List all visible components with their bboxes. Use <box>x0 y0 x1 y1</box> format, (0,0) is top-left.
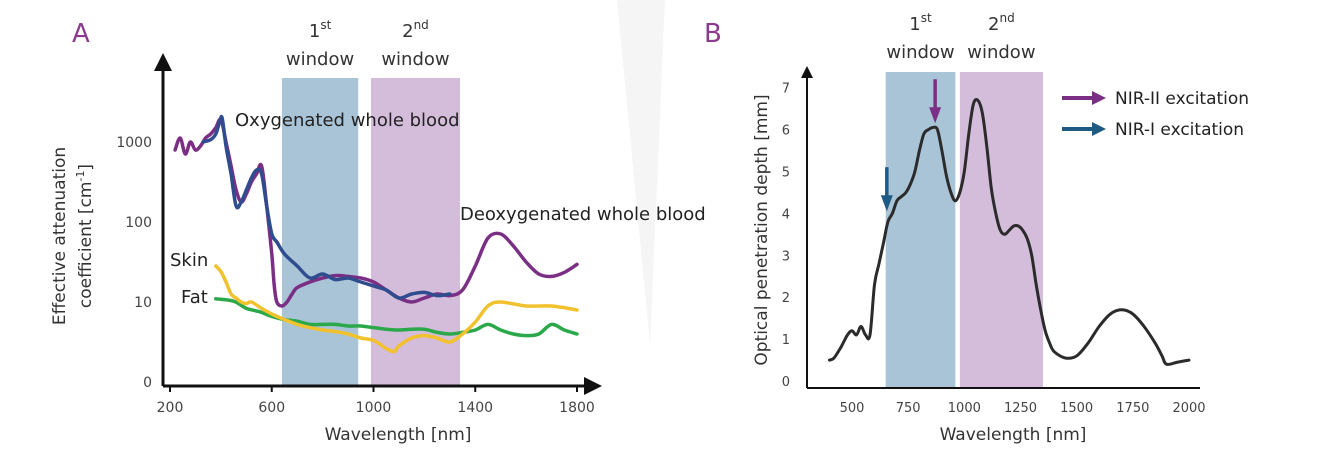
panel-a-y-tick-label: 10 <box>134 295 152 311</box>
panel-b-window-1-number: 1st <box>909 11 932 35</box>
panel-b-y-tick-label: 5 <box>782 166 790 181</box>
panel-b-x-tick-label: 1250 <box>1004 401 1037 416</box>
panel-a-window-2-number: 2nd <box>402 18 429 42</box>
panel-a-x-tick-label: 1000 <box>356 400 392 416</box>
panel-b-y-tick-label: 1 <box>782 333 790 348</box>
panel-a-y-tick-label: 0 <box>143 375 152 391</box>
annotation-skin: Skin <box>170 250 208 271</box>
panel-a-window-2-label: window <box>381 49 449 70</box>
legend-label-2: NIR-I excitation <box>1115 120 1244 140</box>
panel-a: A 1st window 2nd window 200 600 1000 1400 1800 0… <box>50 18 706 445</box>
panel-a-window-1-number: 1st <box>309 18 332 42</box>
panel-a-x-tick-label: 1800 <box>559 400 595 416</box>
legend-arrow-head-1 <box>1092 91 1106 105</box>
panel-a-series <box>173 114 579 354</box>
panel-b-x-title: Wavelength [nm] <box>940 425 1087 445</box>
panel-a-y-tick-label: 100 <box>125 215 152 231</box>
panel-a-windows: 1st window 2nd window <box>281 18 460 386</box>
panel-b-arrow-head-2 <box>880 195 893 212</box>
panel-a-x-tick-label: 600 <box>258 400 285 416</box>
panel-a-y-tick-label: 1000 <box>116 135 152 151</box>
panel-b-letter: B <box>704 19 722 49</box>
panel-b-y-tick-label: 2 <box>782 291 790 306</box>
panel-b-x-tick-label: 750 <box>896 401 921 416</box>
panel-a-window-1-label: window <box>286 49 354 70</box>
panel-a-series-skin <box>214 264 579 354</box>
panel-b-x-tick-label: 2000 <box>1172 401 1205 416</box>
annotation-deoxygenated: Deoxygenated whole blood <box>460 204 706 225</box>
panel-b-windows: 1st window 2nd window <box>885 11 1043 388</box>
panel-a-ticks: 200 600 1000 1400 1800 0 10 100 1000 <box>116 135 594 416</box>
legend-arrow-head-2 <box>1092 122 1106 136</box>
annotation-fat: Fat <box>181 287 208 308</box>
panel-b-x-tick-label: 500 <box>840 401 865 416</box>
panel-b-window-1-label: window <box>886 42 954 63</box>
panel-b-x-tick-label: 1500 <box>1060 401 1093 416</box>
panel-a-letter: A <box>72 19 90 49</box>
panel-b-y-tick-label: 0 <box>782 375 790 390</box>
panel-b-x-tick-label: 1750 <box>1116 401 1149 416</box>
panel-b-window-1 <box>885 72 956 388</box>
panel-b-ticks: 500 750 1000 1250 1500 1750 2000 0 1 2 3 4 5 6 7 <box>782 82 1206 416</box>
panel-b-y-tick-label: 6 <box>782 124 790 139</box>
panel-b-arrows <box>880 79 942 212</box>
panel-a-y-title-line1: Effective attenuation <box>50 147 70 325</box>
panel-a-x-title: Wavelength [nm] <box>325 425 472 445</box>
annotation-oxygenated: Oxygenated whole blood <box>235 110 460 131</box>
panel-b-x-tick-label: 1000 <box>948 401 981 416</box>
panel-b-y-tick-label: 3 <box>782 249 790 264</box>
panel-a-series-deoxygenated-whole-blood <box>173 117 579 308</box>
panel-a-x-tick-label: 200 <box>157 400 184 416</box>
panel-b-y-tick-label: 7 <box>782 82 790 97</box>
panel-a-x-tick-label: 1400 <box>457 400 493 416</box>
panel-b-y-tick-label: 4 <box>782 207 790 222</box>
panel-b-series <box>828 98 1191 366</box>
panel-b-y-title: Optical penetration depth [mm] <box>752 94 772 365</box>
legend-label-1: NIR-II excitation <box>1115 89 1249 109</box>
panel-b-series-penetration-depth <box>828 98 1191 366</box>
panel-b-window-2-number: 2nd <box>988 11 1015 35</box>
panel-a-y-title-line2: coefficient [cm-1] <box>74 164 96 308</box>
panel-a-series-oxygenated-whole-blood <box>201 114 452 300</box>
panel-b-legend: NIR-II excitation NIR-I excitation <box>1062 89 1249 140</box>
panel-b-window-2-label: window <box>967 42 1035 63</box>
background-wedge <box>617 0 665 345</box>
panel-b-arrow-head-1 <box>929 107 942 124</box>
